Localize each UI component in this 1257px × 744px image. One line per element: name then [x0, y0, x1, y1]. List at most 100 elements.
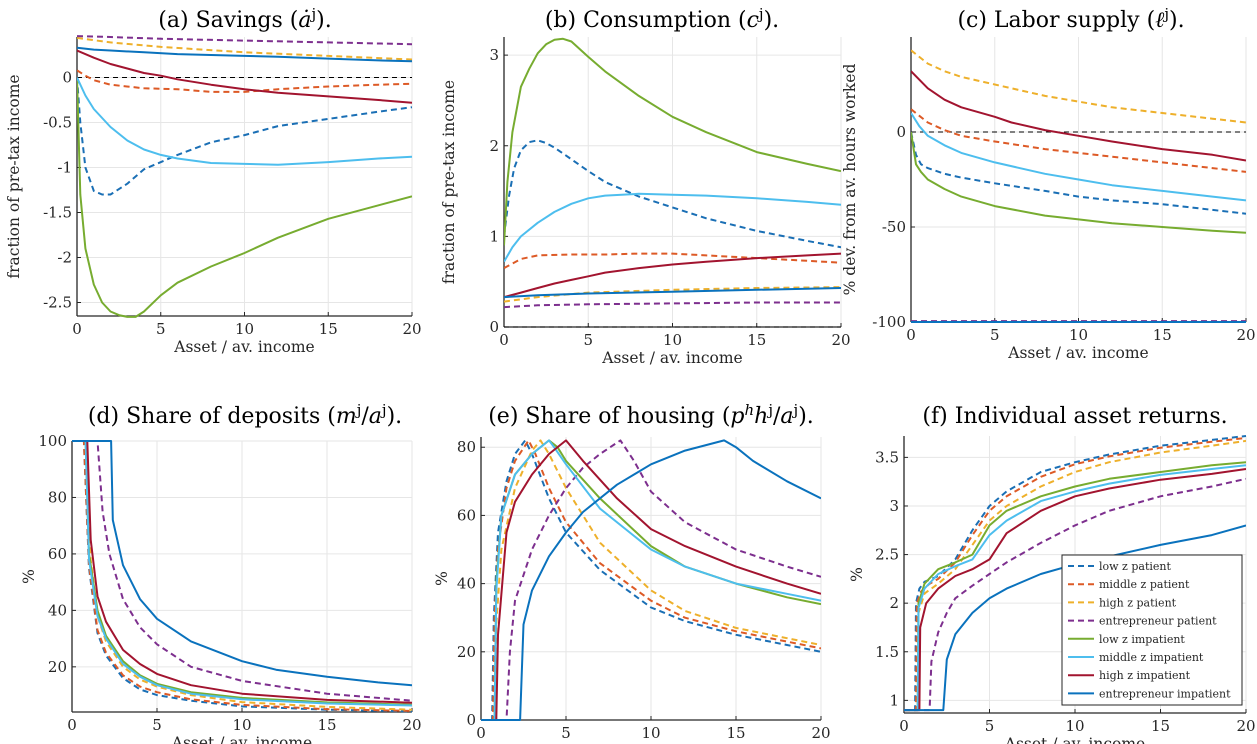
y-axis-label: fraction of pre-tax income [5, 74, 23, 278]
panel-b: (b) Consumption (cj). 0 5 10 15 20 0 1 2 3 Asset /… [440, 5, 851, 367]
panel-f: (f) Individual asset returns. 0 5 10 15 20 1 1.… [848, 404, 1256, 744]
y-tick-label: 0 [62, 69, 72, 87]
x-tick-label: 5 [156, 320, 166, 338]
series-line-high-z-impatient [77, 49, 412, 104]
y-tick-label: 2 [489, 137, 499, 155]
y-tick-label: 60 [48, 545, 67, 563]
y-tick-label: 80 [457, 438, 476, 456]
series-line-low-z-patient [904, 435, 1246, 712]
y-axis-label: % [20, 569, 38, 584]
y-tick-label: 0 [466, 711, 476, 729]
x-tick-label: 15 [1151, 717, 1170, 735]
x-axis-label: Asset / av. income [601, 349, 742, 367]
legend-label: low z impatient [1099, 633, 1185, 646]
series-line-entrepreneur-patient [72, 440, 412, 702]
legend-label: high z impatient [1099, 669, 1191, 682]
series-line-entrepreneur-impatient [481, 439, 821, 721]
series-group [77, 35, 412, 318]
y-axis-label: fraction of pre-tax income [440, 80, 458, 284]
y-tick-label: -50 [882, 218, 906, 236]
series-line-low-z-patient [481, 439, 821, 721]
y-tick-label: 2 [889, 594, 899, 612]
x-tick-label: 5 [990, 326, 1000, 344]
panel-d: (d) Share of deposits (mj/aj). 0 5 10 15 20 20… [20, 401, 422, 744]
y-tick-label: 40 [48, 601, 67, 619]
series-group [72, 440, 412, 713]
y-tick-label: 0 [896, 123, 906, 141]
x-tick-label: 5 [583, 331, 593, 349]
x-tick-label: 0 [906, 326, 916, 344]
y-tick-label: 3 [489, 46, 499, 64]
legend-label: middle z impatient [1099, 651, 1204, 664]
y-tick-label: -2.5 [43, 294, 72, 312]
y-tick-label: 1.5 [875, 643, 899, 661]
series-line-high-z-impatient [481, 439, 821, 721]
y-tick-label: 3.5 [875, 448, 899, 466]
x-axis-label: Asset / av. income [580, 742, 721, 744]
x-tick-label: 10 [232, 716, 251, 734]
series-line-low-z-patient [72, 440, 412, 713]
y-tick-label: -1 [57, 159, 72, 177]
series-line-high-z-patient [481, 439, 821, 721]
y-axis-label: % dev. from av. hours worked [841, 64, 859, 296]
series-line-low-z-impatient [504, 37, 841, 246]
series-group [904, 435, 1246, 712]
x-tick-label: 15 [747, 331, 766, 349]
panel-c: (c) Labor supply (ℓj). 0 5 10 15 20 -100 -50 0 As… [841, 5, 1256, 362]
x-tick-label: 20 [402, 320, 421, 338]
series-line-high-z-impatient [911, 70, 1246, 162]
y-tick-label: 0 [489, 318, 499, 336]
panel-c-title: (c) Labor supply (ℓj). [957, 5, 1184, 33]
x-tick-label: 20 [1236, 326, 1255, 344]
series-line-high-z-patient [911, 49, 1246, 124]
y-tick-label: 1 [889, 691, 899, 709]
x-axis-label: Asset / av. income [1004, 735, 1145, 744]
series-line-middle-z-patient [481, 439, 821, 721]
x-tick-label: 5 [985, 717, 995, 735]
series-line-middle-z-patient [77, 69, 412, 93]
panel-f-title: (f) Individual asset returns. [922, 404, 1227, 429]
panel-d-title: (d) Share of deposits (mj/aj). [88, 401, 402, 429]
series-line-middle-z-impatient [72, 440, 412, 707]
panel-e: (e) Share of housing (phhj/aj). 0 5 10 15 20 0… [433, 401, 831, 744]
series-line-high-z-impatient [72, 440, 412, 704]
y-axis-label: % [848, 567, 866, 582]
x-tick-label: 15 [726, 724, 745, 742]
series-line-low-z-impatient [77, 77, 412, 318]
series-line-middle-z-impatient [504, 192, 841, 263]
series-line-middle-z-impatient [481, 439, 821, 721]
y-tick-label: -100 [872, 313, 906, 331]
series-line-middle-z-impatient [904, 464, 1246, 712]
series-line-high-z-impatient [904, 468, 1246, 712]
x-axis-label: Asset / av. income [173, 338, 314, 356]
x-axis-label: Asset / av. income [171, 734, 312, 744]
x-tick-label: 10 [235, 320, 254, 338]
series-line-middle-z-impatient [911, 112, 1246, 202]
x-tick-label: 0 [499, 331, 509, 349]
legend-label: middle z patient [1099, 578, 1190, 591]
x-tick-label: 15 [317, 716, 336, 734]
series-line-middle-z-patient [904, 436, 1246, 712]
panel-a: (a) Savings (ȧj). 0 5 10 15 20 0 -0.5 -1 -1.5 -2 -2… [5, 5, 422, 356]
x-tick-label: 5 [152, 716, 162, 734]
panel-a-title: (a) Savings (ȧj). [158, 5, 331, 33]
series-line-low-z-patient [504, 139, 841, 249]
y-tick-label: 40 [457, 575, 476, 593]
series-line-entrepreneur-patient [77, 35, 412, 46]
series-line-entrepreneur-impatient [504, 287, 841, 299]
panel-e-title: (e) Share of housing (phhj/aj). [488, 401, 814, 429]
x-tick-label: 0 [899, 717, 909, 735]
panel-b-title: (b) Consumption (cj). [545, 5, 779, 33]
y-tick-label: 1 [489, 227, 499, 245]
series-line-low-z-patient [911, 131, 1246, 215]
x-tick-label: 20 [831, 331, 850, 349]
y-tick-label: -0.5 [43, 114, 72, 132]
legend-label: entrepreneur patient [1099, 615, 1217, 628]
x-tick-label: 15 [319, 320, 338, 338]
series-group [504, 37, 841, 309]
series-line-low-z-impatient [904, 461, 1246, 712]
x-tick-label: 15 [1153, 326, 1172, 344]
legend-label: high z patient [1099, 596, 1177, 609]
series-line-middle-z-patient [504, 252, 841, 269]
